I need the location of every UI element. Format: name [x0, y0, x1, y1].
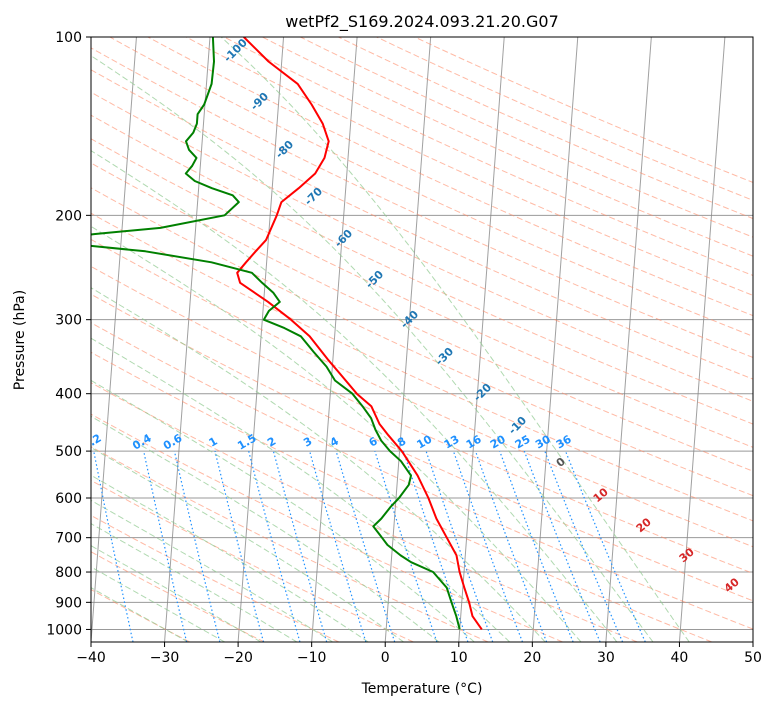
y-tick-label: 800	[55, 565, 82, 581]
x-tick-label: −20	[223, 650, 253, 666]
x-tick-label: 30	[597, 650, 615, 666]
y-tick-label: 700	[55, 531, 82, 547]
y-tick-label: 900	[55, 595, 82, 611]
y-tick-label: 600	[55, 491, 82, 507]
x-tick-label: −30	[150, 650, 180, 666]
x-tick-label: 40	[671, 650, 689, 666]
x-tick-label: 0	[381, 650, 390, 666]
chart-title: wetPf2_S169.2024.093.21.20.G07	[285, 12, 559, 32]
x-axis-label: Temperature (°C)	[361, 681, 483, 697]
x-tick-label: −10	[297, 650, 327, 666]
y-tick-label: 300	[55, 313, 82, 329]
y-tick-label: 500	[55, 444, 82, 460]
x-tick-label: 10	[450, 650, 468, 666]
y-axis-label: Pressure (hPa)	[12, 290, 28, 390]
y-tick-label: 1000	[46, 622, 82, 638]
y-tick-label: 100	[55, 30, 82, 46]
x-tick-label: 50	[744, 650, 762, 666]
x-tick-label: −40	[76, 650, 106, 666]
y-tick-label: 200	[55, 208, 82, 224]
x-tick-label: 20	[523, 650, 541, 666]
y-tick-label: 400	[55, 387, 82, 403]
